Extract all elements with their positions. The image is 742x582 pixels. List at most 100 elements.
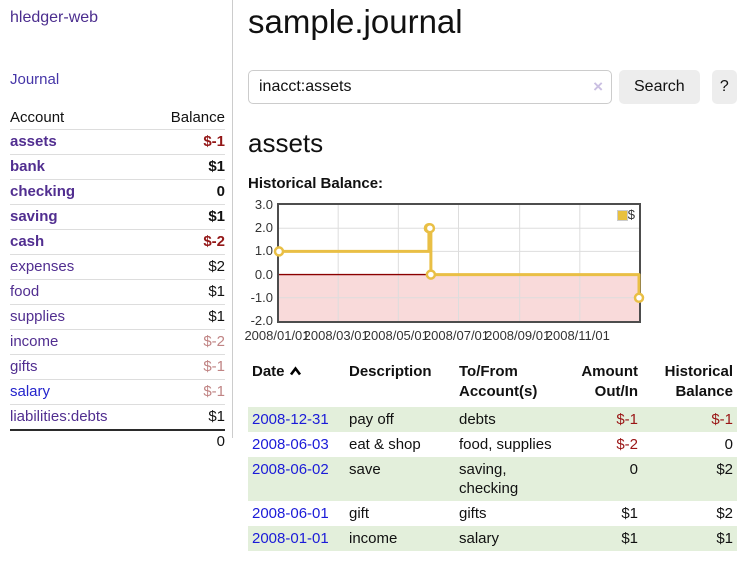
account-link-cash[interactable]: cash	[10, 233, 45, 250]
search-button[interactable]: Search	[619, 70, 700, 104]
chart-plot-area: $	[273, 203, 645, 323]
transaction-description: eat & shop	[349, 436, 421, 453]
transaction-row: 2008-06-01 gift gifts $1 $2	[248, 501, 737, 526]
account-link-saving[interactable]: saving	[10, 208, 58, 225]
data-point-marker	[633, 292, 645, 304]
account-row: income $-2	[10, 329, 225, 355]
transaction-balance: $-1	[711, 411, 733, 428]
accounts-header-balance: Balance	[148, 106, 225, 130]
legend-swatch-icon	[616, 210, 628, 221]
account-balance: $1	[148, 404, 225, 431]
account-row: bank $1	[10, 154, 225, 180]
transaction-date-link[interactable]: 2008-06-02	[252, 461, 329, 478]
chart-legend: $	[616, 208, 635, 221]
transaction-description: gift	[349, 505, 370, 522]
transaction-description: income	[349, 530, 398, 547]
account-link-income[interactable]: income	[10, 333, 59, 350]
accounts-header-account: Account	[10, 106, 149, 130]
search-help-button[interactable]: ?	[711, 70, 737, 104]
account-link-salary[interactable]: salary	[10, 383, 51, 400]
transaction-date-link[interactable]: 2008-01-01	[252, 530, 329, 547]
transaction-description: save	[349, 461, 381, 478]
accounts-header-row: Account Balance	[10, 106, 225, 130]
account-row: gifts $-1	[10, 354, 225, 380]
transaction-accounts: salary	[459, 530, 500, 547]
y-axis-tick-label: -1.0	[250, 289, 273, 305]
account-balance: $-2	[148, 329, 225, 355]
transaction-accounts: saving, checking	[459, 461, 519, 497]
column-header-account: To/From Account(s)	[459, 363, 538, 400]
transaction-balance: $1	[716, 530, 733, 547]
account-name-cell: checking	[10, 179, 149, 205]
account-name-cell: income	[10, 329, 149, 355]
account-row: expenses $2	[10, 254, 225, 280]
account-balance: $-2	[148, 229, 225, 255]
account-name-cell: gifts	[10, 354, 149, 380]
transaction-description: pay off	[349, 411, 394, 428]
account-name-cell: food	[10, 279, 149, 305]
x-axis-tick-label: 2008/03/01	[303, 328, 369, 343]
transaction-date-link[interactable]: 2008-12-31	[252, 411, 329, 428]
main-content: sample.journal × Search ? assets Histori…	[244, 0, 737, 582]
account-name-cell: saving	[10, 204, 149, 230]
clear-search-icon[interactable]: ×	[593, 77, 603, 96]
sort-ascending-icon	[289, 366, 301, 376]
search-input[interactable]	[248, 70, 612, 104]
account-link-supplies[interactable]: supplies	[10, 308, 66, 325]
account-balance: $1	[148, 204, 225, 230]
column-header-amount: Amount Out/In	[581, 363, 638, 400]
account-link-food[interactable]: food	[10, 283, 40, 300]
app-title-link[interactable]: hledger-web	[10, 9, 99, 26]
account-balance: $1	[148, 279, 225, 305]
account-link-bank[interactable]: bank	[10, 158, 46, 175]
page-title: sample.journal	[248, 3, 463, 40]
sidebar-item-journal[interactable]: Journal	[10, 71, 60, 88]
x-axis-tick-label: 2008/07/01	[423, 328, 490, 343]
account-row: saving $1	[10, 204, 225, 230]
transaction-date-cell: 2008-06-01	[248, 501, 345, 526]
x-axis-tick-label: 2008/09/01	[485, 328, 551, 343]
x-axis-tick-label: 2008/11/01	[545, 328, 610, 343]
column-header-date[interactable]: Date	[248, 360, 345, 407]
x-axis-tick-label: 2008/01/01	[244, 328, 310, 343]
account-link-liabilities-debts[interactable]: liabilities:debts	[10, 408, 108, 425]
accounts-table: Account Balance assets $-1 bank $1 checking 0…	[10, 106, 225, 454]
account-row: food $1	[10, 279, 225, 305]
transaction-balance: $2	[716, 461, 733, 478]
transaction-balance: $2	[716, 505, 733, 522]
account-link-gifts[interactable]: gifts	[10, 358, 38, 375]
accounts-total-row: 0	[10, 429, 225, 454]
account-balance: $-1	[148, 129, 225, 155]
account-link-expenses[interactable]: expenses	[10, 258, 75, 275]
transaction-date-link[interactable]: 2008-06-03	[252, 436, 329, 453]
transaction-amount: 0	[629, 461, 638, 478]
account-row: liabilities:debts $1	[10, 404, 225, 431]
historical-balance-chart: 3.0 2.0 1.0 0.0 -1.0 -2.0 $ 2008/01/01 2008/03…	[244, 197, 737, 345]
transaction-accounts: debts	[459, 411, 496, 428]
transaction-amount: $1	[621, 530, 638, 547]
transaction-balance: 0	[724, 436, 733, 453]
account-name-cell: salary	[10, 379, 149, 405]
transaction-date-cell: 2008-06-02	[248, 457, 345, 501]
transaction-date-cell: 2008-06-03	[248, 432, 345, 457]
accounts-total-spacer	[10, 429, 149, 454]
transaction-date-link[interactable]: 2008-06-01	[252, 505, 329, 522]
account-name-cell: cash	[10, 229, 149, 255]
transaction-date-cell: 2008-12-31	[248, 407, 345, 432]
account-name-cell: assets	[10, 129, 149, 155]
transaction-amount: $-2	[616, 436, 638, 453]
account-link-checking[interactable]: checking	[10, 183, 76, 200]
data-point-marker	[424, 222, 436, 234]
account-heading: assets	[248, 128, 324, 158]
y-axis-tick-label: 0.0	[254, 266, 273, 282]
account-balance: $1	[148, 154, 225, 180]
account-link-assets[interactable]: assets	[10, 133, 57, 150]
y-axis-tick-label: 1.0	[254, 243, 273, 259]
chart-svg	[273, 205, 645, 321]
transaction-accounts: gifts	[459, 505, 487, 522]
column-header-balance: Historical Balance	[664, 363, 733, 400]
account-row: supplies $1	[10, 304, 225, 330]
transactions-table: Date Description To/From Account(s) Amou…	[248, 360, 737, 551]
account-row: cash $-2	[10, 229, 225, 255]
account-name-cell: liabilities:debts	[10, 404, 149, 431]
